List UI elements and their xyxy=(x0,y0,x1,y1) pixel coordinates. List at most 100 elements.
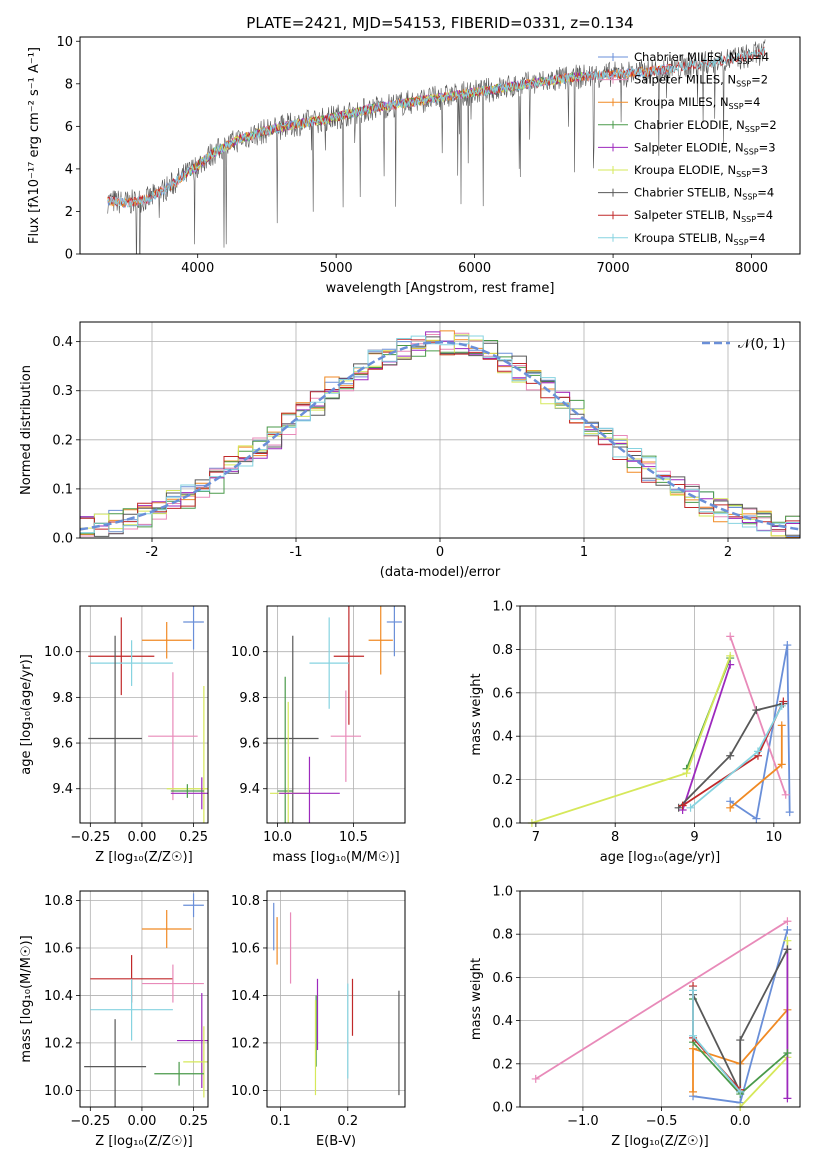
y-tick-label: 10.0 xyxy=(231,1084,260,1099)
y-tick-label: 0.2 xyxy=(492,1057,513,1072)
x-axis-label: Z [log₁₀(Z/Z☉)] xyxy=(611,1134,708,1149)
y-tick-label: 4 xyxy=(65,162,73,177)
x-tick-label: 0.00 xyxy=(127,1114,156,1129)
axes-frame xyxy=(79,36,801,255)
x-tick-label: 0.2 xyxy=(337,1114,358,1129)
errorbar-point-c6 xyxy=(166,685,208,823)
weight-line-c8 xyxy=(692,986,741,1091)
errorbar-point-c4 xyxy=(277,676,293,823)
y-tick-label: 0.2 xyxy=(52,433,73,448)
y-tick-label: 10.0 xyxy=(231,645,260,660)
weight-marker xyxy=(777,701,786,710)
weight-marker xyxy=(779,697,788,706)
axes-frame xyxy=(266,605,406,824)
y-tick-label: 2 xyxy=(65,205,73,220)
weight-line-c7 xyxy=(677,702,784,809)
weight-marker xyxy=(783,1049,792,1057)
axes-frame xyxy=(79,321,801,539)
spectrum-chart: 4000 5000 6000 7000 8000 0 2 4 6 8 10 wavelength [A… xyxy=(27,14,801,296)
errorbar-point-c3 xyxy=(141,621,192,659)
y-axis-label: Normed distribution xyxy=(19,365,34,495)
y-tick-label: 10 xyxy=(56,35,73,50)
age_vs_Z-chart: −0.25 0.00 0.25 9.4 9.6 9.8 10.0 Z [log₁₀(Z/Z☉)… xyxy=(19,605,209,865)
histogram-c8 xyxy=(80,338,800,531)
y-tick-label: 10.4 xyxy=(44,989,73,1004)
y-tick-label: 0.8 xyxy=(492,643,513,658)
weight-marker xyxy=(783,936,792,945)
spectrum-line-c2 xyxy=(107,63,672,209)
y-tick-label: 10.2 xyxy=(231,1036,260,1051)
weight-marker xyxy=(752,706,761,715)
legend-entry: Salpeter STELIB, NSSP=4 xyxy=(634,208,773,224)
weight-line-c2 xyxy=(535,920,788,1080)
legend-entry: Chabrier STELIB, NSSP=4 xyxy=(634,186,774,202)
x-axis-label: wavelength [Angstrom, rest frame] xyxy=(326,281,555,296)
y-tick-label: 9.6 xyxy=(52,737,73,752)
y-tick-label: 10.6 xyxy=(44,941,73,956)
x-tick-label: 0.0 xyxy=(730,1114,751,1129)
weight-marker xyxy=(726,751,735,760)
errorbar-point-c3 xyxy=(141,909,192,948)
axes-frame xyxy=(79,890,209,1108)
axes-frame xyxy=(519,890,801,1108)
errorbar-point-c3 xyxy=(368,606,393,675)
y-tick-label: 0.1 xyxy=(52,482,73,497)
x-axis-label: Z [log₁₀(Z/Z☉)] xyxy=(95,850,192,865)
x-tick-label: 8000 xyxy=(735,261,768,276)
errorbar-point-c1 xyxy=(183,606,204,650)
weight-marker xyxy=(783,641,792,650)
x-tick-label: 7000 xyxy=(597,261,630,276)
weight-marker xyxy=(752,814,761,823)
weight-marker xyxy=(726,632,735,641)
axes-frame xyxy=(519,605,801,824)
x-tick-label: −0.25 xyxy=(70,830,110,845)
legend-entry: Chabrier ELODIE, NSSP=2 xyxy=(634,118,777,134)
x-tick-label: 8 xyxy=(611,830,619,845)
weight-marker xyxy=(689,1087,698,1096)
x-tick-label: 0.25 xyxy=(179,830,208,845)
errorbar-point-c8 xyxy=(333,606,365,725)
y-axis-label: mass [log₁₀(M/M☉)] xyxy=(19,935,34,1062)
y-tick-label: 8 xyxy=(65,77,73,92)
weight_vs_age-chart: 7 8 9 10 0.0 0.2 0.4 0.6 0.8 1.0 age [log₁₀(age/yr… xyxy=(469,600,801,865)
weight-line-c5 xyxy=(681,664,732,811)
x-tick-label: 10.0 xyxy=(263,830,292,845)
x-tick-label: 1 xyxy=(580,545,588,560)
errorbar-point-c7 xyxy=(88,635,142,823)
errorbar-point-c9 xyxy=(90,978,173,1041)
y-tick-label: 10.0 xyxy=(44,1084,73,1099)
weight-line-c3 xyxy=(692,1009,789,1092)
y-tick-label: 9.8 xyxy=(239,691,260,706)
x-tick-label: −0.25 xyxy=(70,1114,110,1129)
errorbar-point-c2 xyxy=(141,964,204,1003)
x-axis-label: age [log₁₀(age/yr)] xyxy=(600,850,721,865)
spectrum-line-c1 xyxy=(107,64,672,208)
errorbar-point-c5 xyxy=(177,993,208,1089)
y-tick-label: 10.8 xyxy=(44,894,73,909)
y-tick-label: 0.0 xyxy=(492,1101,513,1116)
y-axis-label: age [log₁₀(age/yr)] xyxy=(19,654,34,775)
errorbar-point-c6 xyxy=(183,1026,208,1098)
weight-marker xyxy=(726,803,735,812)
weight-line-c1 xyxy=(729,644,791,821)
y-axis-label: mass weight xyxy=(469,673,484,755)
gaussian-curve xyxy=(79,340,801,531)
weight-marker xyxy=(726,651,735,660)
y-tick-label: 0.6 xyxy=(492,686,513,701)
y-tick-label: 10.2 xyxy=(44,1036,73,1051)
y-tick-label: 0.8 xyxy=(492,928,513,943)
y-tick-label: 10.0 xyxy=(44,645,73,660)
y-tick-label: 9.4 xyxy=(239,782,260,797)
errorbar-point-c7 xyxy=(267,635,319,823)
y-tick-label: 10.6 xyxy=(231,941,260,956)
legend-entry: Kroupa ELODIE, NSSP=3 xyxy=(634,163,768,179)
y-tick-label: 9.8 xyxy=(52,691,73,706)
histogram-c9 xyxy=(80,335,800,537)
chart-title: PLATE=2421, MJD=54153, FIBERID=0331, z=0… xyxy=(246,14,633,32)
weight-marker xyxy=(781,790,790,799)
x-tick-label: 6000 xyxy=(458,261,491,276)
mass_vs_Z-chart: −0.25 0.00 0.25 10.0 10.2 10.4 10.6 10.8 Z [log₁… xyxy=(19,890,209,1149)
errorbar-point-c1 xyxy=(386,606,402,657)
y-tick-label: 9.6 xyxy=(239,737,260,752)
weight-marker xyxy=(753,747,762,756)
